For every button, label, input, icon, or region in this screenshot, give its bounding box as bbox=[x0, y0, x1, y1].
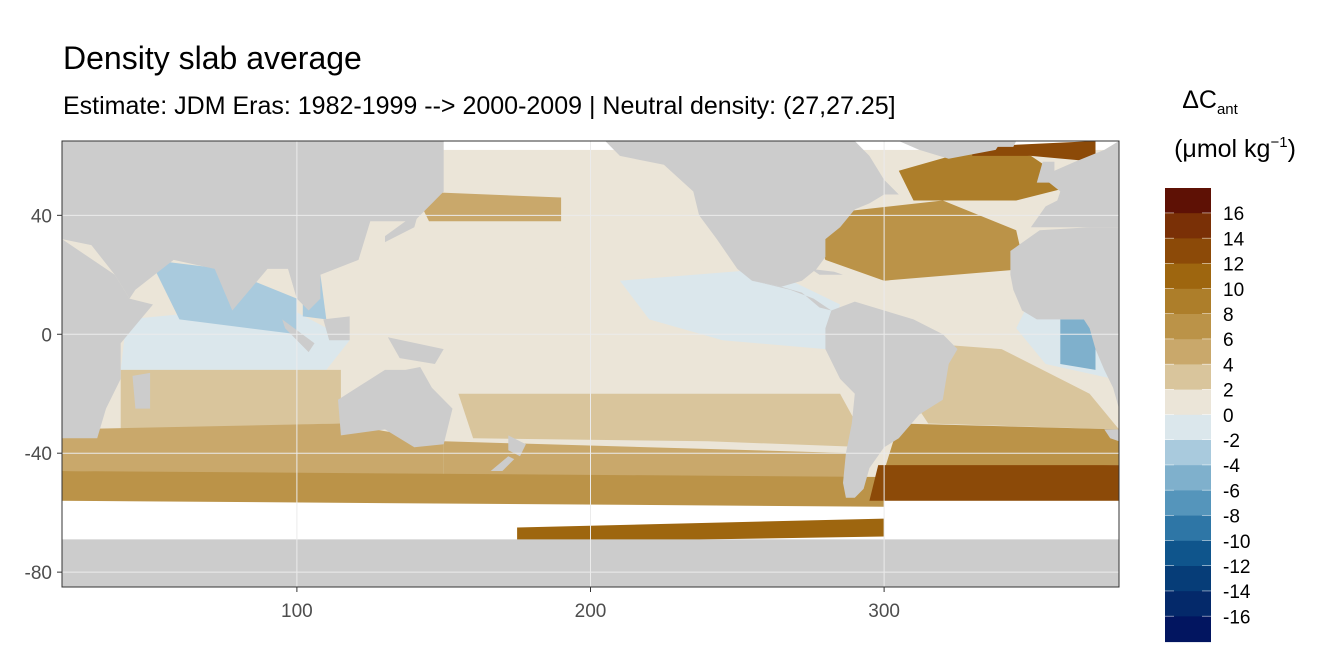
region-guinea-negative bbox=[1060, 319, 1096, 370]
legend-label: -16 bbox=[1223, 607, 1250, 628]
land-indochina bbox=[288, 268, 321, 311]
land-central-america bbox=[752, 280, 832, 311]
legend-swatch bbox=[1165, 364, 1211, 391]
legend-label: 8 bbox=[1223, 305, 1234, 326]
legend-swatch bbox=[1165, 616, 1211, 643]
land-africa bbox=[62, 239, 153, 439]
region-north-atlantic-subpolar bbox=[898, 149, 1075, 201]
y-tick-label: -80 bbox=[25, 563, 52, 584]
region-indian-south-mid bbox=[120, 369, 341, 430]
x-tick-label: 300 bbox=[868, 601, 900, 622]
legend-label: -8 bbox=[1223, 507, 1240, 528]
region-north-atlantic-subtropics bbox=[810, 200, 1025, 281]
legend-symbol: ΔC bbox=[1182, 86, 1217, 114]
legend-label: -12 bbox=[1223, 557, 1250, 578]
land-europe bbox=[1030, 141, 1119, 228]
region-tropical-atlantic bbox=[884, 251, 1031, 341]
legend-label: 12 bbox=[1223, 255, 1244, 276]
legend-swatch bbox=[1165, 465, 1211, 491]
legend-swatch bbox=[1165, 490, 1211, 517]
legend-label: 0 bbox=[1223, 406, 1234, 427]
legend-swatch bbox=[1165, 188, 1211, 214]
legend-swatch bbox=[1165, 414, 1211, 441]
legend-subscript: ant bbox=[1216, 101, 1238, 118]
legend-swatch bbox=[1165, 238, 1211, 265]
land-iceland bbox=[989, 141, 1017, 147]
grid-layer bbox=[62, 141, 1119, 587]
land-nz-north bbox=[508, 435, 526, 457]
legend-swatch bbox=[1165, 566, 1211, 592]
y-tick-label: 40 bbox=[31, 206, 52, 227]
region-weddell-shelf bbox=[517, 518, 885, 543]
land-southern-africa bbox=[1104, 429, 1119, 442]
legend-unit-exponent: −1 bbox=[1270, 134, 1288, 151]
legend-swatch bbox=[1165, 288, 1211, 315]
legend-swatch bbox=[1165, 213, 1211, 239]
land-sumatra bbox=[282, 319, 315, 353]
legend-swatch bbox=[1165, 389, 1211, 416]
chart-title: Density slab average bbox=[63, 40, 362, 76]
legend-label: -6 bbox=[1223, 481, 1240, 502]
region-southern-ocean-band bbox=[62, 471, 885, 507]
x-tick-label: 200 bbox=[575, 601, 607, 622]
y-tick-label: 0 bbox=[41, 325, 52, 346]
land-australia bbox=[338, 367, 453, 448]
legend-swatch bbox=[1165, 515, 1211, 542]
legend-label: 2 bbox=[1223, 381, 1234, 402]
region-indian-south-deep bbox=[62, 423, 444, 477]
region-north-pacific bbox=[414, 155, 738, 269]
y-tick-label: -40 bbox=[25, 444, 52, 465]
region-south-pacific-deep bbox=[443, 441, 870, 483]
legend-label: 14 bbox=[1223, 229, 1245, 250]
land-cuba bbox=[810, 268, 843, 275]
x-tick-label: 100 bbox=[281, 601, 313, 622]
legend-label: -4 bbox=[1223, 456, 1240, 477]
land-asia bbox=[62, 141, 444, 311]
legend-label: -10 bbox=[1223, 532, 1250, 553]
legend-swatch bbox=[1165, 263, 1211, 290]
legend-unit-open: (μmol kg bbox=[1174, 135, 1271, 163]
land-new-guinea bbox=[387, 337, 444, 364]
region-south-atlantic-max bbox=[869, 465, 1119, 501]
region-kuroshio-band bbox=[414, 191, 562, 222]
legend-unit-close: ) bbox=[1287, 135, 1296, 163]
land-nz-south bbox=[490, 456, 515, 471]
land-greenland bbox=[898, 141, 1002, 159]
region-south-atlantic-deep bbox=[884, 423, 1119, 471]
land-south-america bbox=[825, 301, 958, 498]
legend-label: 6 bbox=[1223, 330, 1234, 351]
legend-swatch bbox=[1165, 591, 1211, 617]
legend-colorbar: 16 14 12 10 8 6 4 2 0 -2 -4 -6 -8 -10 -12 -14 -16 bbox=[1165, 188, 1251, 643]
legend-swatch bbox=[1165, 339, 1211, 365]
legend-swatch bbox=[1165, 540, 1211, 567]
legend-label: -14 bbox=[1223, 582, 1251, 603]
region-central-pacific-negative bbox=[619, 268, 841, 350]
legend-label: -2 bbox=[1223, 431, 1240, 452]
legend-title-symbol: ΔCant bbox=[1160, 86, 1260, 118]
land-madagascar bbox=[132, 372, 151, 409]
region-south-pacific-mid bbox=[458, 393, 870, 448]
chart-subtitle: Estimate: JDM Eras: 1982-1999 --> 2000-2… bbox=[63, 92, 896, 120]
land-north-america bbox=[473, 141, 899, 287]
map-panel bbox=[61, 140, 1120, 588]
legend-title-unit: (μmol kg−1) bbox=[1150, 134, 1320, 164]
legend-swatch bbox=[1165, 314, 1211, 340]
legend-label: 4 bbox=[1223, 355, 1234, 376]
legend-label: 10 bbox=[1223, 280, 1244, 301]
legend-label: 16 bbox=[1223, 204, 1244, 225]
legend-swatch bbox=[1165, 440, 1211, 466]
land-british-isles bbox=[1036, 161, 1055, 183]
land-japan bbox=[385, 200, 429, 243]
region-arabian-sea bbox=[150, 259, 297, 335]
land-west-africa bbox=[1010, 227, 1119, 409]
